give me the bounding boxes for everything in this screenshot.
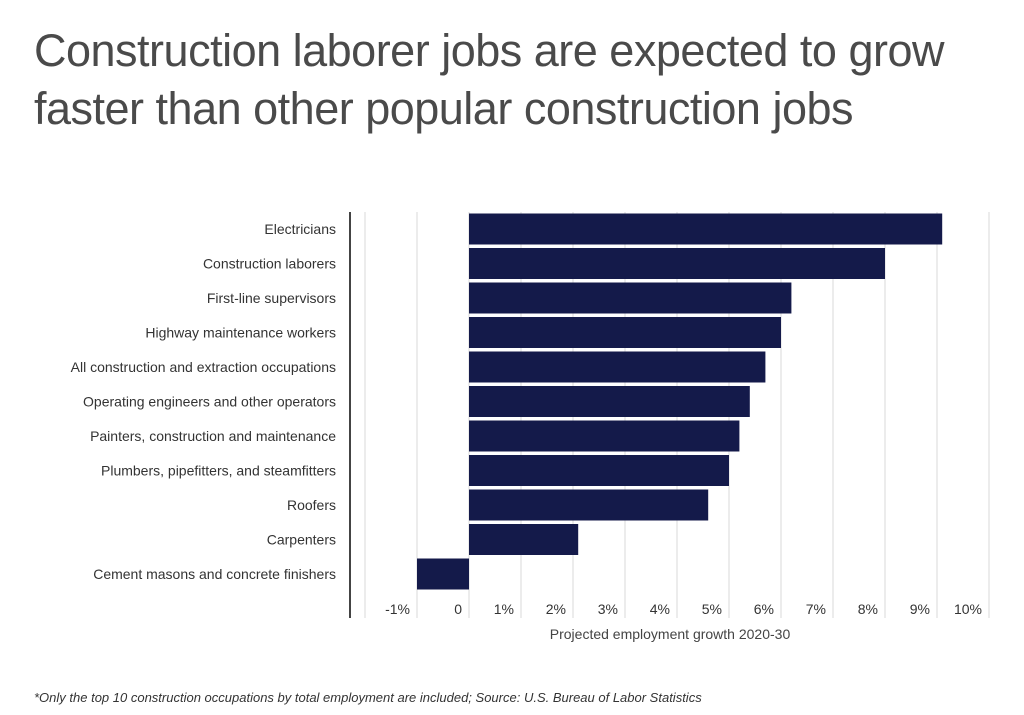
tick-label: 2% <box>546 601 566 617</box>
bar <box>469 420 740 452</box>
category-label: Roofers <box>287 497 336 513</box>
category-label: Operating engineers and other operators <box>83 394 336 410</box>
category-label: Cement masons and concrete finishers <box>93 566 336 582</box>
category-label: First-line supervisors <box>207 290 336 306</box>
tick-label: 8% <box>858 601 878 617</box>
bar <box>469 524 579 555</box>
category-label: Painters, construction and maintenance <box>90 428 336 444</box>
tick-label: 3% <box>598 601 618 617</box>
tick-label: 6% <box>754 601 774 617</box>
bar <box>469 282 792 314</box>
category-label: Electricians <box>264 221 336 237</box>
bar <box>469 489 709 521</box>
tick-label: 10% <box>954 601 982 617</box>
bar <box>417 558 469 590</box>
tick-label: 5% <box>702 601 722 617</box>
category-label: All construction and extraction occupati… <box>71 359 336 375</box>
bar <box>469 351 766 383</box>
category-label: Highway maintenance workers <box>145 325 336 341</box>
tick-label: 4% <box>650 601 670 617</box>
category-label: Construction laborers <box>203 256 336 272</box>
tick-label: 0 <box>454 601 462 617</box>
category-label: Plumbers, pipefitters, and steamfitters <box>101 463 336 479</box>
bar <box>469 386 750 417</box>
footnote: *Only the top 10 construction occupation… <box>34 690 702 705</box>
chart-title: Construction laborer jobs are expected t… <box>34 25 945 134</box>
tick-label: -1% <box>385 601 410 617</box>
tick-label: 7% <box>806 601 826 617</box>
tick-label: 1% <box>494 601 514 617</box>
bar <box>469 455 729 486</box>
tick-label: 9% <box>910 601 930 617</box>
bar <box>469 317 781 348</box>
category-label: Carpenters <box>267 532 336 548</box>
bar <box>469 248 885 279</box>
bar <box>469 213 943 245</box>
x-axis-label: Projected employment growth 2020-30 <box>550 626 791 642</box>
